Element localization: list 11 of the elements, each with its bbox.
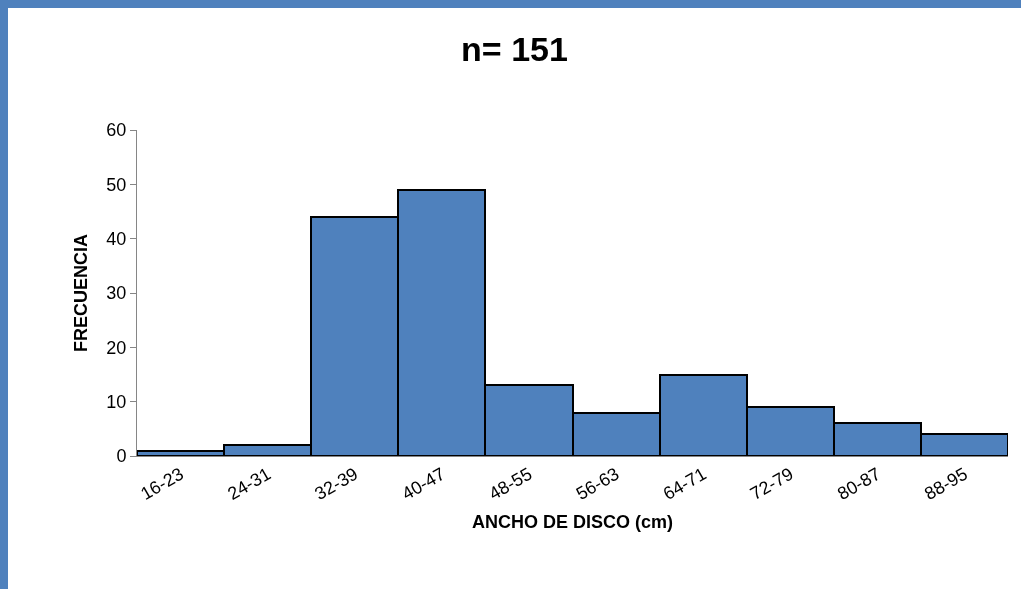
x-tick-label: 64-71 bbox=[659, 463, 710, 504]
x-axis-title: ANCHO DE DISCO (cm) bbox=[471, 511, 674, 532]
chart-title: n= 151 bbox=[461, 29, 568, 68]
y-tick-label: 60 bbox=[106, 120, 127, 141]
y-tick-label: 10 bbox=[106, 391, 127, 412]
y-tick-label: 40 bbox=[106, 228, 127, 249]
y-tick-label: 50 bbox=[106, 174, 127, 195]
y-tick-label: 0 bbox=[116, 446, 127, 467]
y-tick-label: 20 bbox=[106, 337, 127, 358]
y-tick-label: 30 bbox=[106, 283, 127, 304]
y-axis-title: FRECUENCIA bbox=[70, 233, 91, 353]
